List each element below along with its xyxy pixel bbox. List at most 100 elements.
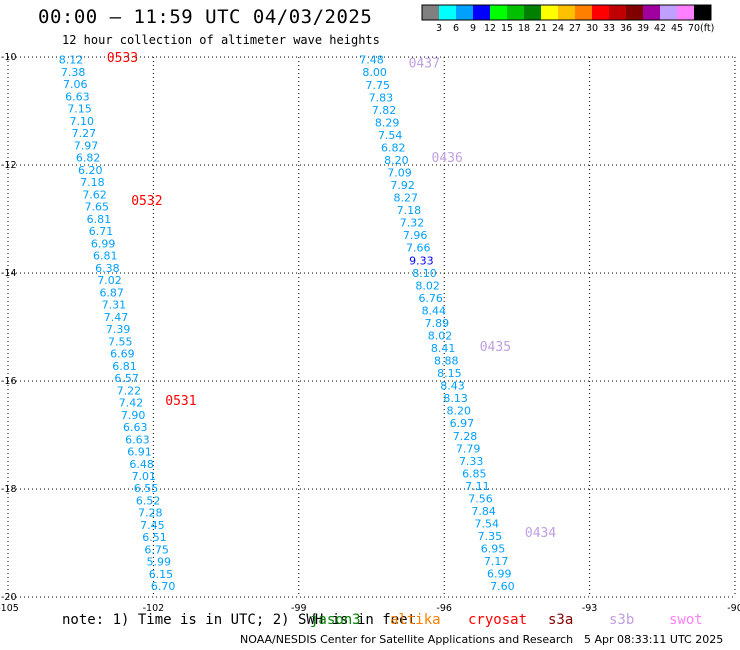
legend-tick-label: 15 [501, 23, 513, 34]
legend-swatch [490, 5, 507, 20]
wave-height-value: 7.47 [104, 311, 129, 324]
x-tick-label: -90 [727, 603, 740, 614]
wave-height-value: 6.99 [91, 237, 116, 250]
legend-frame [421, 4, 712, 21]
wave-height-value: 7.28 [138, 507, 163, 520]
wave-height-value: 7.17 [484, 555, 509, 568]
legend-tick-label: 36 [620, 23, 632, 34]
wave-height-value: 5.99 [147, 556, 172, 569]
y-tick-label: -18 [1, 484, 17, 495]
wave-height-value: 6.57 [114, 372, 139, 385]
legend-swatch [558, 5, 575, 20]
x-tick-label: -102 [143, 603, 165, 614]
wave-height-value: 8.44 [422, 304, 447, 317]
pass-time-label: 0437 [409, 56, 440, 71]
legend-tick-label: 39 [637, 23, 649, 34]
wave-height-value: 7.32 [400, 217, 425, 230]
legend-swatch [626, 5, 643, 20]
map-title: 00:00 – 11:59 UTC 04/03/2025 [38, 6, 373, 28]
wave-height-value: 7.15 [67, 103, 92, 116]
wave-height-value: 6.75 [144, 543, 169, 556]
wave-height-value: 7.79 [456, 442, 481, 455]
legend-tick-label: 24 [552, 23, 564, 34]
wave-height-value: 6.48 [129, 458, 154, 471]
wave-height-value: 7.83 [369, 91, 394, 104]
wave-height-value: 7.56 [468, 492, 493, 505]
legend-tick-label: 27 [569, 23, 581, 34]
satellite-label-jason3: jason3 [310, 612, 361, 628]
pass-time-label: 0531 [165, 394, 196, 409]
wave-height-value: 7.18 [80, 176, 105, 189]
satellite-label-s3a: s3a [548, 612, 574, 628]
wave-height-value: 9.33 [409, 254, 434, 267]
wave-height-value: 7.75 [365, 79, 390, 92]
satellite-label-altika: altika [390, 612, 441, 628]
wave-height-value: 6.81 [93, 250, 118, 263]
wave-height-value: 6.85 [462, 467, 487, 480]
wave-height-value: 6.52 [136, 494, 161, 507]
legend-tick-label: 18 [518, 23, 530, 34]
wave-height-value: 8.88 [434, 355, 459, 368]
wave-height-value: 8.12 [59, 54, 84, 67]
wave-height-value: 8.20 [446, 405, 471, 418]
wave-height-value: 6.91 [127, 446, 152, 459]
wave-height-value: 7.82 [372, 104, 397, 117]
y-tick-label: -20 [1, 592, 17, 603]
wave-height-value: 6.76 [418, 292, 443, 305]
satellite-label-cryosat: cryosat [468, 612, 528, 628]
x-tick-label: -99 [291, 603, 307, 614]
x-tick-label: -96 [436, 603, 452, 614]
wave-height-value: 8.29 [375, 116, 400, 129]
color-legend: 3 6 9 12 15 18 21 24 27 30 33 36 39 42 45 70 (ft) [421, 4, 714, 34]
legend-tick-label: 12 [484, 23, 496, 34]
wave-height-value: 6.81 [112, 360, 137, 373]
pass-time-label: 0435 [480, 340, 511, 355]
wave-height-value: 8.02 [415, 279, 440, 292]
legend-swatch [592, 5, 609, 20]
generated-timestamp: 5 Apr 08:33:11 UTC 2025 [584, 633, 724, 646]
legend-tick-label: 30 [586, 23, 598, 34]
wave-height-value: 7.45 [140, 519, 165, 532]
wave-height-value: 6.70 [151, 580, 176, 593]
wave-height-value: 7.42 [119, 397, 144, 410]
wave-height-value: 7.28 [453, 430, 478, 443]
legend-swatch [439, 5, 456, 20]
wave-height-value: 7.55 [108, 335, 133, 348]
footer-note: note: 1) Time is in UTC; 2) SWH is in fe… [62, 612, 417, 628]
credit-line: NOAA/NESDIS Center for Satellite Applica… [240, 633, 574, 646]
wave-height-value: 7.60 [490, 580, 515, 593]
legend-swatch [694, 5, 711, 20]
map-subtitle: 12 hour collection of altimeter wave hei… [62, 33, 380, 47]
wave-height-value: 6.81 [87, 213, 112, 226]
legend-swatch [609, 5, 626, 20]
wave-height-value: 7.06 [63, 78, 88, 91]
wave-height-value: 6.87 [99, 286, 124, 299]
legend-swatch [456, 5, 473, 20]
wave-height-value: 6.20 [78, 164, 103, 177]
legend-tick-label: 9 [470, 23, 476, 34]
legend-tick-label: 33 [603, 23, 615, 34]
wave-height-value: 7.54 [378, 129, 403, 142]
satellite-label-s3b: s3b [609, 612, 635, 628]
y-tick-label: -16 [1, 376, 17, 387]
legend-unit: (ft) [700, 23, 714, 34]
wave-height-value: 7.09 [387, 167, 412, 180]
legend-tick-label: 6 [453, 23, 459, 34]
wave-height-value: 7.92 [390, 179, 415, 192]
wave-height-value: 7.38 [61, 66, 86, 79]
legend-swatch [524, 5, 541, 20]
wave-height-value: 7.97 [74, 139, 99, 152]
wave-height-value: 7.39 [106, 323, 131, 336]
wave-height-value: 7.84 [471, 505, 496, 518]
wave-height-value: 7.22 [117, 384, 142, 397]
wave-height-value: 7.62 [82, 188, 107, 201]
pass-time-label: 0436 [432, 151, 463, 166]
legend-swatch [575, 5, 592, 20]
wave-height-value: 7.54 [475, 518, 500, 531]
wave-height-value: 8.02 [428, 329, 453, 342]
wave-height-value: 8.13 [443, 392, 468, 405]
legend-swatch [541, 5, 558, 20]
x-tick-label: -105 [0, 603, 19, 614]
legend-swatch [643, 5, 660, 20]
